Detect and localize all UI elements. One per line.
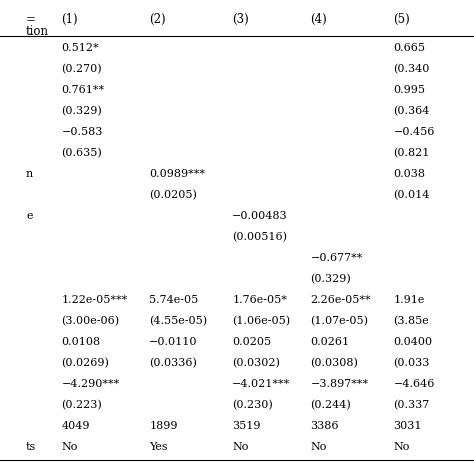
Text: −0.00483: −0.00483 <box>232 211 288 221</box>
Text: 4049: 4049 <box>62 421 90 431</box>
Text: −0.677**: −0.677** <box>310 253 363 263</box>
Text: (0.230): (0.230) <box>232 400 273 410</box>
Text: (0.0205): (0.0205) <box>149 190 197 201</box>
Text: (0.337: (0.337 <box>393 400 429 410</box>
Text: 1899: 1899 <box>149 421 178 431</box>
Text: (0.244): (0.244) <box>310 400 351 410</box>
Text: 0.0108: 0.0108 <box>62 337 101 347</box>
Text: (1.07e-05): (1.07e-05) <box>310 316 368 326</box>
Text: (0.364: (0.364 <box>393 106 430 117</box>
Text: (5): (5) <box>393 13 410 26</box>
Text: 0.512*: 0.512* <box>62 44 99 54</box>
Text: 0.0261: 0.0261 <box>310 337 350 347</box>
Text: (4.55e-05): (4.55e-05) <box>149 316 208 326</box>
Text: ts: ts <box>26 442 36 452</box>
Text: −4.021***: −4.021*** <box>232 379 291 389</box>
Text: (0.0308): (0.0308) <box>310 358 358 368</box>
Text: (0.270): (0.270) <box>62 64 102 74</box>
Text: (0.223): (0.223) <box>62 400 102 410</box>
Text: −4.646: −4.646 <box>393 379 435 389</box>
Text: 0.995: 0.995 <box>393 85 426 95</box>
Text: (0.014: (0.014 <box>393 190 430 201</box>
Text: No: No <box>310 442 327 452</box>
Text: tion: tion <box>26 25 49 38</box>
Text: −0.456: −0.456 <box>393 128 435 137</box>
Text: −4.290***: −4.290*** <box>62 379 120 389</box>
Text: (3.00e-06): (3.00e-06) <box>62 316 120 326</box>
Text: (0.0269): (0.0269) <box>62 358 109 368</box>
Text: 1.22e-05***: 1.22e-05*** <box>62 295 128 305</box>
Text: 0.761**: 0.761** <box>62 85 105 95</box>
Text: (0.340: (0.340 <box>393 64 430 74</box>
Text: −0.583: −0.583 <box>62 128 103 137</box>
Text: No: No <box>393 442 410 452</box>
Text: 5.74e-05: 5.74e-05 <box>149 295 199 305</box>
Text: (4): (4) <box>310 13 327 26</box>
Text: (0.635): (0.635) <box>62 148 102 158</box>
Text: 0.0400: 0.0400 <box>393 337 433 347</box>
Text: 0.0989***: 0.0989*** <box>149 169 205 179</box>
Text: 0.665: 0.665 <box>393 44 426 54</box>
Text: (0.00516): (0.00516) <box>232 232 287 242</box>
Text: 1.76e-05*: 1.76e-05* <box>232 295 287 305</box>
Text: =: = <box>26 13 40 26</box>
Text: No: No <box>232 442 249 452</box>
Text: (3): (3) <box>232 13 249 26</box>
Text: (3.85e: (3.85e <box>393 316 429 326</box>
Text: (0.329): (0.329) <box>62 106 102 117</box>
Text: (0.329): (0.329) <box>310 274 351 284</box>
Text: (1.06e-05): (1.06e-05) <box>232 316 291 326</box>
Text: e: e <box>26 211 33 221</box>
Text: 2.26e-05**: 2.26e-05** <box>310 295 371 305</box>
Text: −0.0110: −0.0110 <box>149 337 198 347</box>
Text: No: No <box>62 442 78 452</box>
Text: −3.897***: −3.897*** <box>310 379 369 389</box>
Text: (0.0336): (0.0336) <box>149 358 197 368</box>
Text: (0.033: (0.033 <box>393 358 430 368</box>
Text: (0.821: (0.821 <box>393 148 430 158</box>
Text: 3386: 3386 <box>310 421 339 431</box>
Text: Yes: Yes <box>149 442 168 452</box>
Text: (0.0302): (0.0302) <box>232 358 280 368</box>
Text: (2): (2) <box>149 13 166 26</box>
Text: (1): (1) <box>62 13 78 26</box>
Text: n: n <box>26 169 33 179</box>
Text: 3031: 3031 <box>393 421 422 431</box>
Text: 0.038: 0.038 <box>393 169 426 179</box>
Text: 0.0205: 0.0205 <box>232 337 272 347</box>
Text: 3519: 3519 <box>232 421 261 431</box>
Text: 1.91e: 1.91e <box>393 295 425 305</box>
